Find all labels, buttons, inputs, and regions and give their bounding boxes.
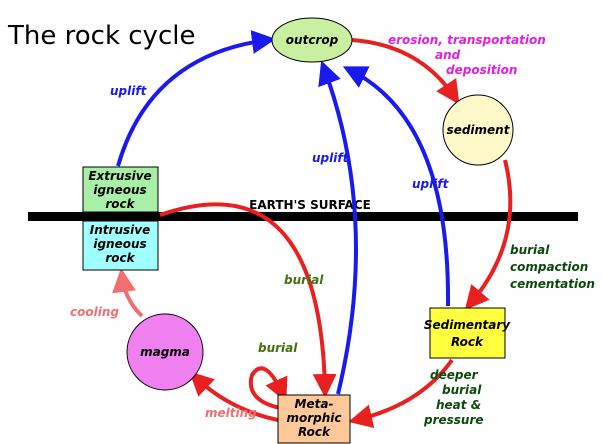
node-shape (429, 307, 506, 359)
node-label: Intrusive (90, 223, 150, 237)
arrow (351, 38, 460, 105)
title: The rock cycle (7, 21, 195, 51)
arrow (248, 366, 288, 410)
node-shape (277, 394, 351, 444)
earth-surface (28, 212, 578, 221)
arrow (116, 30, 276, 167)
edge-label: and (435, 48, 461, 62)
edge-label: uplift (412, 177, 450, 191)
edge-label: heat & (436, 398, 481, 412)
arrow (318, 60, 358, 395)
node-label: Rock (298, 425, 331, 439)
arrow (159, 202, 337, 398)
node-label: rock (105, 251, 135, 265)
edge-label: cementation (510, 277, 595, 291)
node-shape (82, 166, 159, 213)
arrow (189, 371, 279, 422)
node-label: morphic (286, 411, 341, 425)
arrow (112, 268, 144, 318)
edge-label: melting (205, 406, 257, 420)
node-shape (82, 220, 159, 271)
node-shape (271, 17, 353, 63)
node-shape (126, 313, 204, 391)
edge-label: burial (510, 243, 550, 257)
edge-label: burial (258, 341, 298, 355)
node-label: sediment (447, 123, 511, 137)
surface-label: EARTH'S SURFACE (249, 198, 371, 212)
arrow (342, 66, 451, 307)
node-label: Rock (451, 335, 484, 349)
node-label: Sedimentary (424, 318, 511, 332)
edge-label: deeper (430, 368, 479, 382)
arrow (464, 159, 513, 311)
node-label: outcrop (286, 33, 339, 47)
edge-label: erosion, transportation (388, 33, 546, 47)
arrow (348, 358, 454, 429)
edge-label: cooling (70, 305, 119, 319)
node-label: igneous (93, 237, 146, 251)
node-label: rock (105, 197, 135, 211)
edge-label: uplift (312, 151, 350, 165)
edge-label: deposition (446, 63, 517, 77)
node-label: Extrusive (88, 169, 151, 183)
node-label: Meta- (295, 397, 334, 411)
node-shape (442, 94, 514, 166)
arrows (112, 30, 513, 429)
node-label: magma (140, 345, 190, 359)
node-label: igneous (93, 183, 146, 197)
edge-label: pressure (423, 413, 484, 427)
edge-label: uplift (110, 84, 148, 98)
edge-label: compaction (510, 260, 588, 274)
edge-label: burial (284, 273, 324, 287)
edge-label: burial (442, 383, 482, 397)
